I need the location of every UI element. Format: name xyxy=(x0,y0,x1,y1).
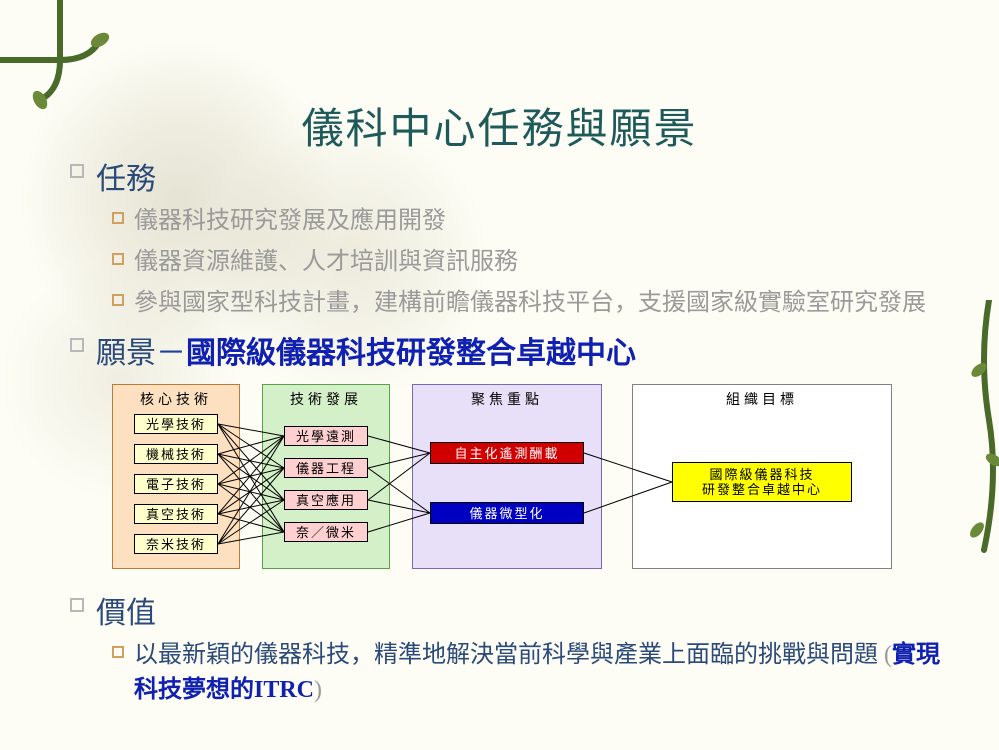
vision-emph: 國際級儀器科技研發整合卓越中心 xyxy=(186,337,636,370)
mission-label: 任務 xyxy=(96,154,156,198)
mission-item-3-text: 參與國家型科技計畫，建構前瞻儀器科技平台，支援國家級實驗室研究發展 xyxy=(134,286,926,321)
bullet-square xyxy=(70,598,84,612)
value-text: 以最新穎的儀器科技，精準地解決當前科學與產業上面臨的挑戰與問題 (實現科技夢想的… xyxy=(134,638,959,708)
mission-item-2-text: 儀器資源維護、人才培訓與資訊服務 xyxy=(134,245,518,280)
slide-title: 儀科中心任務與願景 xyxy=(0,95,999,156)
bullet-open xyxy=(112,253,124,265)
node-c4: 真空技術 xyxy=(134,504,218,524)
node-d1: 光學遠測 xyxy=(284,426,368,446)
paren-close: ) xyxy=(314,677,322,703)
node-c3: 電子技術 xyxy=(134,474,218,494)
node-d4: 奈／微米 xyxy=(284,522,368,542)
content-area: 任務 儀器科技研究發展及應用開發 儀器資源維護、人才培訓與資訊服務 參與國家型科… xyxy=(70,150,959,708)
mission-item-3: 參與國家型科技計畫，建構前瞻儀器科技平台，支援國家級實驗室研究發展 xyxy=(112,286,959,321)
vision-dash: － xyxy=(156,337,186,370)
bullet-open xyxy=(112,646,124,658)
bullet-square xyxy=(70,338,84,352)
diagram: 核心技術技術發展聚焦重點 組織目標光學技術機械技術電子技術真空技術奈米技術 光學遠測… xyxy=(112,384,922,574)
vision-label-text: 願景 xyxy=(96,337,156,370)
node-c1: 光學技術 xyxy=(134,414,218,434)
value-item: 以最新穎的儀器科技，精準地解決當前科學與產業上面臨的挑戰與問題 (實現科技夢想的… xyxy=(112,638,959,708)
section-mission: 任務 xyxy=(70,154,959,198)
node-d2: 儀器工程 xyxy=(284,458,368,478)
node-g1: 國際級儀器科技 研發整合卓越中心 xyxy=(672,462,852,502)
panel-header: 聚焦重點 xyxy=(413,385,601,415)
section-vision: 願景－國際級儀器科技研發整合卓越中心 xyxy=(70,328,959,372)
value-label: 價值 xyxy=(96,588,156,632)
bullet-square xyxy=(70,164,84,178)
mission-item-2: 儀器資源維護、人才培訓與資訊服務 xyxy=(112,245,959,280)
node-c2: 機械技術 xyxy=(134,444,218,464)
paren-open: ( xyxy=(884,642,892,668)
panel-header: 組織目標 xyxy=(633,385,891,415)
node-c5: 奈米技術 xyxy=(134,534,218,554)
node-f1: 自主化遙測酬載 xyxy=(430,442,584,464)
node-d3: 真空應用 xyxy=(284,490,368,510)
panel-header: 核心技術 xyxy=(113,385,239,415)
node-f2: 儀器微型化 xyxy=(430,502,584,524)
bullet-open xyxy=(112,294,124,306)
mission-item-1-text: 儀器科技研究發展及應用開發 xyxy=(134,204,446,239)
value-prefix: 以最新穎的儀器科技，精準地解決當前科學與產業上面臨的挑戰與問題 xyxy=(134,642,884,668)
panel-header: 技術發展 xyxy=(263,385,389,415)
panel-p3: 聚焦重點 xyxy=(412,384,602,569)
section-value: 價值 xyxy=(70,588,959,632)
bullet-open xyxy=(112,212,124,224)
vision-label: 願景－國際級儀器科技研發整合卓越中心 xyxy=(96,328,636,372)
mission-item-1: 儀器科技研究發展及應用開發 xyxy=(112,204,959,239)
